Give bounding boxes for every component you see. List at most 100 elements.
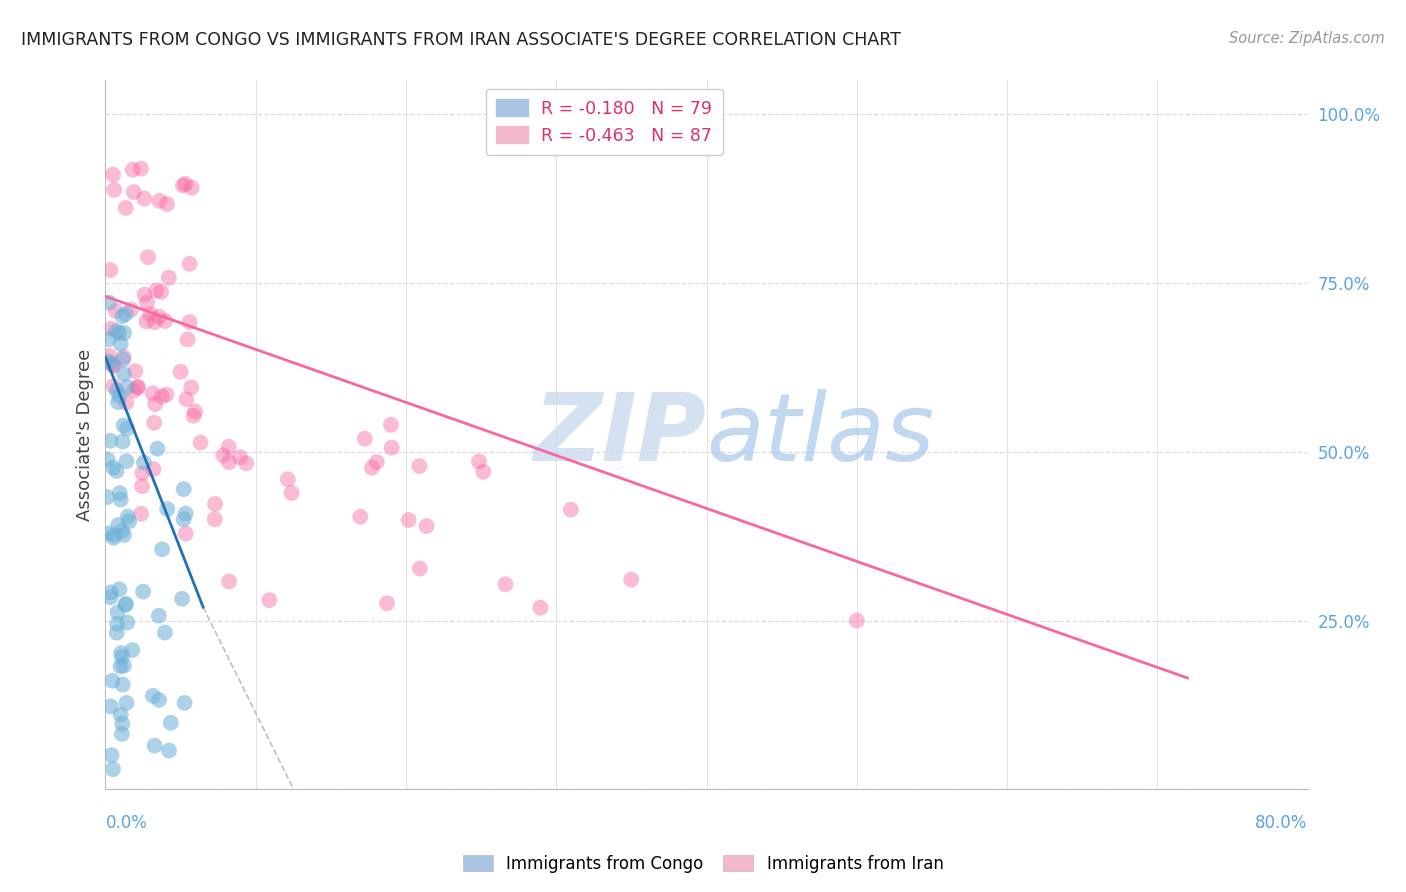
Point (150, 390, 173, 404)
Point (101, 673, 124, 688)
Point (142, 462, 165, 476)
Text: atlas: atlas (707, 389, 935, 481)
Point (172, 591, 194, 606)
Point (495, 577, 517, 591)
Point (105, 616, 128, 631)
Y-axis label: Associate's Degree: Associate's Degree (76, 349, 94, 521)
Point (472, 465, 495, 479)
Point (132, 456, 155, 470)
Point (135, 314, 157, 328)
Point (361, 460, 384, 475)
Point (111, 677, 134, 691)
Point (103, 359, 125, 373)
Point (97, 354, 120, 368)
Point (100, 356, 122, 370)
Point (107, 606, 129, 620)
Point (100, 322, 122, 336)
Point (98, 263, 121, 277)
Point (143, 315, 166, 329)
Point (143, 397, 166, 411)
Point (415, 519, 437, 533)
Point (176, 392, 198, 407)
Text: IMMIGRANTS FROM CONGO VS IMMIGRANTS FROM IRAN ASSOCIATE'S DEGREE CORRELATION CHA: IMMIGRANTS FROM CONGO VS IMMIGRANTS FROM… (21, 31, 901, 49)
Legend: R = -0.180   N = 79, R = -0.463   N = 87: R = -0.180 N = 79, R = -0.463 N = 87 (486, 89, 723, 155)
Point (100, 699, 122, 714)
Point (153, 314, 176, 328)
Point (409, 561, 432, 575)
Point (105, 384, 128, 398)
Text: ZIP: ZIP (534, 389, 707, 481)
Point (180, 380, 202, 394)
Point (98, 332, 121, 346)
Point (173, 482, 195, 496)
Point (104, 304, 127, 318)
Point (218, 455, 240, 469)
Point (179, 257, 201, 271)
Point (204, 512, 226, 526)
Point (142, 689, 165, 703)
Point (375, 596, 398, 610)
Point (110, 659, 132, 673)
Point (408, 458, 430, 473)
Point (110, 492, 132, 507)
Point (98, 349, 121, 363)
Point (349, 509, 371, 524)
Point (190, 435, 212, 450)
Point (354, 432, 377, 446)
Point (105, 625, 128, 640)
Point (174, 177, 197, 191)
Point (174, 526, 197, 541)
Point (529, 600, 551, 615)
Point (150, 542, 173, 557)
Point (115, 597, 138, 611)
Point (114, 598, 136, 612)
Point (381, 441, 404, 455)
Point (112, 326, 135, 340)
Point (101, 168, 124, 182)
Text: 0.0%: 0.0% (105, 814, 148, 831)
Point (176, 333, 198, 347)
Point (148, 194, 170, 208)
Point (174, 507, 197, 521)
Point (100, 434, 122, 448)
Point (560, 502, 582, 516)
Point (112, 658, 135, 673)
Point (115, 380, 138, 394)
Point (124, 364, 146, 378)
Point (115, 396, 138, 410)
Point (101, 359, 124, 373)
Point (96, 526, 118, 541)
Point (115, 696, 138, 710)
Point (259, 593, 281, 607)
Text: 80.0%: 80.0% (1256, 814, 1308, 831)
Point (108, 326, 131, 340)
Point (115, 454, 138, 468)
Point (100, 748, 122, 763)
Point (108, 582, 131, 597)
Point (110, 646, 132, 660)
Point (150, 285, 173, 299)
Point (100, 585, 122, 599)
Point (105, 464, 128, 478)
Point (277, 472, 299, 486)
Point (103, 183, 125, 197)
Point (111, 434, 134, 449)
Point (143, 416, 166, 430)
Point (112, 418, 135, 433)
Point (110, 707, 132, 722)
Point (180, 180, 202, 194)
Point (136, 295, 159, 310)
Point (129, 161, 152, 176)
Point (118, 514, 141, 528)
Point (111, 309, 134, 323)
Point (173, 512, 195, 526)
Point (366, 455, 388, 469)
Point (111, 524, 134, 538)
Legend: Immigrants from Congo, Immigrants from Iran: Immigrants from Congo, Immigrants from I… (456, 848, 950, 880)
Point (173, 696, 195, 710)
Point (103, 379, 125, 393)
Point (183, 409, 205, 423)
Point (159, 715, 181, 730)
Point (131, 466, 153, 480)
Point (127, 380, 149, 394)
